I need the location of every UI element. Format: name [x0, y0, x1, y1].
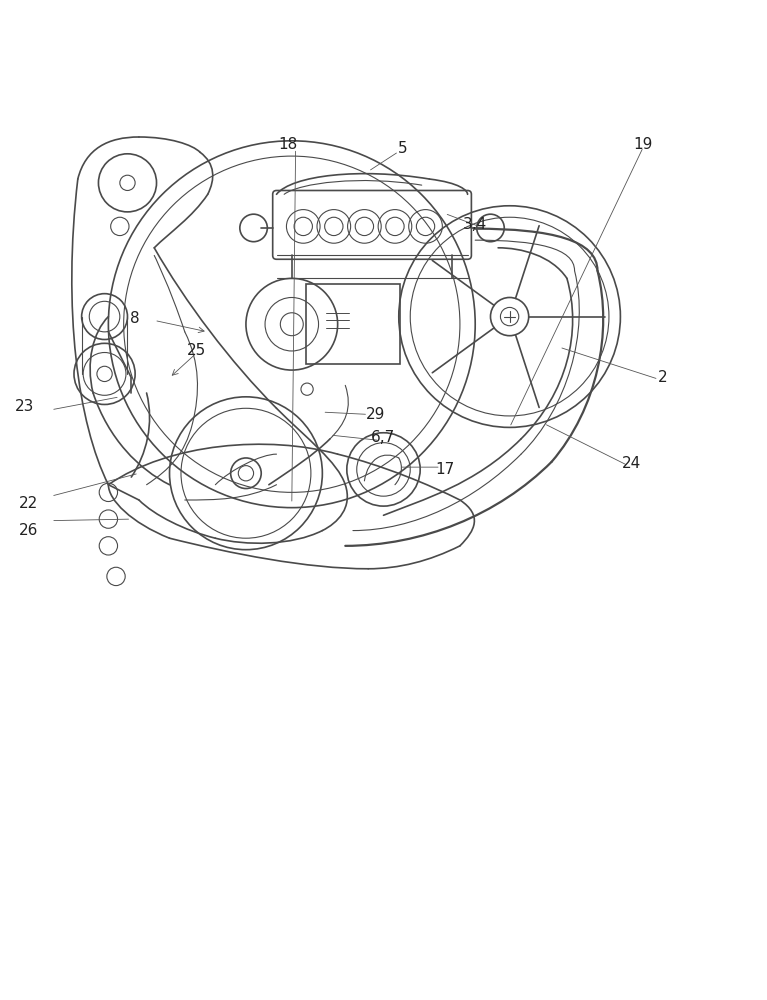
Text: 24: 24: [622, 456, 641, 471]
Text: 22: 22: [18, 496, 38, 511]
Text: 2: 2: [657, 370, 667, 385]
Text: 5: 5: [398, 141, 407, 156]
Text: 17: 17: [435, 462, 454, 477]
Text: 3,4: 3,4: [463, 217, 487, 232]
Text: 23: 23: [15, 399, 34, 414]
Text: 29: 29: [366, 407, 386, 422]
Text: 8: 8: [130, 311, 140, 326]
Text: 26: 26: [18, 523, 38, 538]
Text: 6,7: 6,7: [371, 430, 396, 445]
Text: 19: 19: [634, 137, 653, 152]
Text: 25: 25: [186, 343, 206, 358]
Text: 18: 18: [278, 137, 298, 152]
